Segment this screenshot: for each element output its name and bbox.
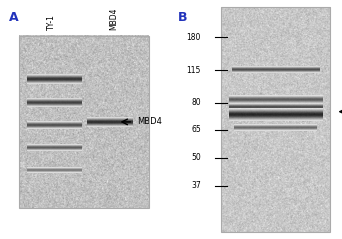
Text: 115: 115 <box>186 65 201 75</box>
Text: 80: 80 <box>191 98 201 107</box>
Text: A: A <box>9 11 18 24</box>
Bar <box>221 7 330 232</box>
Text: 65: 65 <box>191 125 201 134</box>
Bar <box>19 36 149 208</box>
Text: TY-1: TY-1 <box>47 14 56 30</box>
Text: MBD4: MBD4 <box>109 7 118 30</box>
Text: 180: 180 <box>186 33 201 42</box>
Text: 50: 50 <box>191 153 201 162</box>
Text: MBD4: MBD4 <box>137 117 162 126</box>
Text: 37: 37 <box>191 181 201 190</box>
Text: B: B <box>178 11 187 24</box>
